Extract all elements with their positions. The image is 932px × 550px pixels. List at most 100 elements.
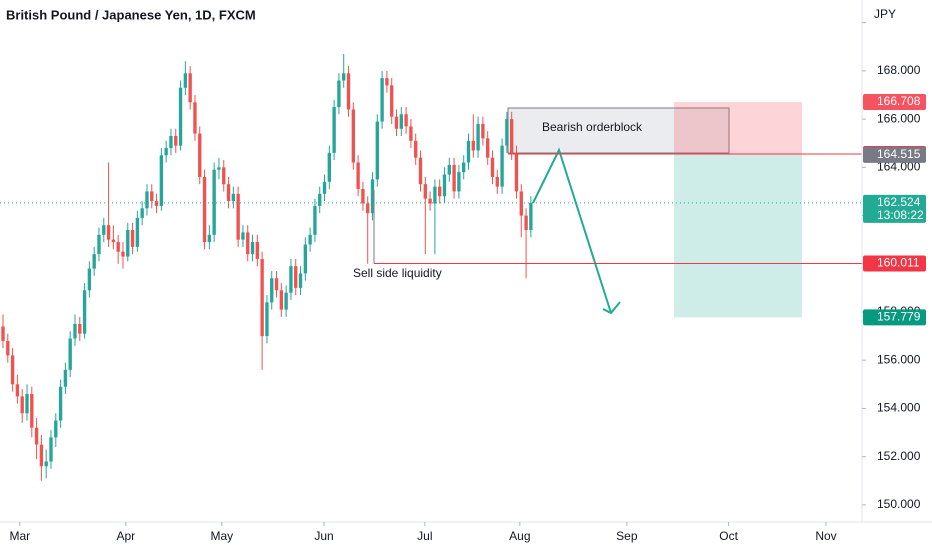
candle-body (140, 208, 144, 218)
candle-body (284, 292, 288, 310)
candle-body (15, 384, 20, 397)
unit-bg (866, 4, 926, 28)
drawings-under (507, 102, 802, 318)
candle-body (34, 427, 39, 445)
unit-label: JPY (874, 7, 896, 21)
candle-body (385, 78, 389, 86)
candle-body (25, 393, 29, 414)
y-tick-label: 164.000 (877, 160, 921, 174)
candle-body (222, 167, 226, 185)
x-tick-label: Mar (9, 529, 30, 543)
x-tick-label: Oct (719, 529, 738, 543)
candle-body (303, 244, 308, 274)
projection-arrow (532, 147, 612, 314)
price-tag (863, 309, 926, 326)
candle-body (44, 461, 48, 467)
candle-body (82, 290, 87, 334)
x-tick-label: Sep (616, 529, 638, 543)
candle-body (447, 164, 451, 175)
candles (1, 54, 533, 481)
target-zone (674, 154, 802, 318)
candle-body (130, 230, 135, 247)
candle-body (495, 176, 499, 187)
candle-body (313, 205, 317, 235)
candle-body (399, 114, 403, 129)
candle-body (188, 73, 192, 103)
candle-body (370, 179, 375, 214)
candle-body (418, 157, 423, 185)
x-tick-label: Apr (117, 529, 136, 543)
candle-body (414, 140, 418, 158)
price-tag-label: 164.515 (877, 147, 921, 161)
candle-body (97, 234, 101, 255)
price-tag (863, 255, 926, 272)
orderblock-label: Bearish orderblock (542, 120, 643, 134)
candle-body (510, 119, 514, 153)
candle-body (178, 87, 183, 146)
candle-body (126, 230, 130, 257)
candle-body (471, 140, 475, 151)
price-tag (863, 94, 926, 111)
candle-body (260, 258, 264, 337)
y-tick-label: 156.000 (877, 352, 921, 366)
candle-body (10, 355, 15, 385)
candle-body (6, 340, 10, 356)
candle-body (433, 186, 437, 204)
x-tick-label: Jun (314, 529, 333, 543)
candle-body (342, 73, 346, 81)
candle-body (246, 232, 250, 255)
candle-body (1, 326, 5, 341)
candle-body (226, 184, 231, 202)
candle-body (298, 273, 303, 288)
candle-body (327, 152, 332, 182)
candle-body (409, 126, 413, 141)
candle-body (457, 172, 461, 192)
candle-body (207, 234, 212, 243)
candle-body (150, 191, 154, 202)
y-tick-label: 168.000 (877, 63, 921, 77)
candle-body (351, 109, 355, 163)
candle-body (529, 202, 533, 231)
candle-body (346, 73, 351, 110)
x-tick-label: Jul (417, 529, 432, 543)
candle-body (404, 114, 408, 127)
candle-body (106, 225, 111, 240)
candle-body (466, 140, 471, 163)
candle-body (111, 239, 116, 243)
candle-body (318, 193, 322, 206)
candle-body (442, 174, 447, 197)
candle-body (212, 169, 216, 235)
y-tick-label: 166.000 (877, 111, 921, 125)
candle-body (49, 437, 53, 462)
candle-body (231, 193, 236, 202)
candle-body (198, 133, 202, 177)
candle-body (505, 119, 509, 146)
candle-body (462, 162, 466, 173)
candle-body (308, 234, 312, 245)
price-tags: 166.708164.554164.515162.52413:08:22160.… (863, 94, 926, 326)
orderblock-box (507, 107, 730, 154)
candle-body (39, 444, 44, 467)
candle-body (145, 191, 149, 209)
candle-body (356, 162, 360, 190)
candle-body (476, 123, 480, 151)
candle-body (380, 78, 384, 122)
x-tick-label: May (210, 529, 233, 543)
candle-body (519, 191, 523, 216)
candle-body (423, 184, 427, 199)
candle-body (202, 176, 207, 243)
candle-body (54, 420, 58, 438)
candle-body (490, 157, 495, 177)
candle-body (183, 73, 188, 88)
candle-body (174, 135, 178, 146)
candle-body (390, 85, 394, 117)
candle-body (164, 148, 168, 156)
x-tick-label: Aug (509, 529, 530, 543)
candle-body (193, 102, 197, 134)
candle-body (236, 193, 240, 240)
candle-body (169, 135, 173, 149)
candle-body (159, 155, 164, 206)
x-tick-label: Nov (815, 529, 836, 543)
y-tick-label: 152.000 (877, 449, 921, 463)
